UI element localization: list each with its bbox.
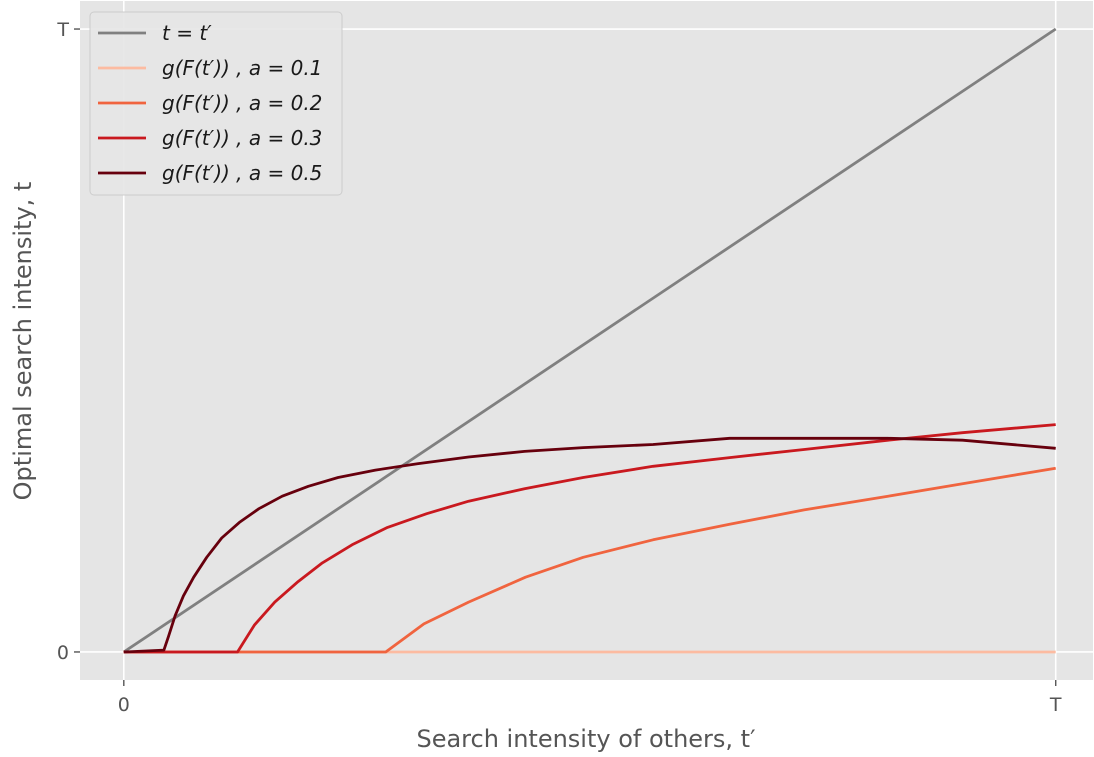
series-line-3	[123, 423, 1056, 654]
x-axis-label: Search intensity of others, t′	[416, 725, 755, 753]
legend: t = t′ g(F(t′)) , a = 0.1 g(F(t′)) , a = 0…	[89, 11, 343, 196]
legend-box	[89, 11, 343, 196]
legend-entry: t = t′	[162, 21, 212, 45]
series-line-0	[123, 27, 1057, 654]
series-lines	[123, 27, 1057, 654]
legend-entry: g(F(t′)) , a = 0.1	[162, 56, 322, 80]
x-tick-label: T	[1049, 694, 1062, 716]
y-tick-label: T	[56, 19, 69, 41]
y-axis-label: Optimal search intensity, t	[9, 182, 37, 501]
x-tick-label: 0	[118, 694, 130, 716]
legend-entry: g(F(t′)) , a = 0.5	[162, 161, 322, 185]
ticks: 0 T 0 T	[56, 19, 1062, 716]
legend-entry: g(F(t′)) , a = 0.2	[162, 91, 322, 115]
legend-entry: g(F(t′)) , a = 0.3	[162, 126, 322, 150]
series-line-4	[123, 436, 1056, 654]
series-line-2	[123, 466, 1056, 654]
y-tick-label: 0	[57, 642, 69, 664]
